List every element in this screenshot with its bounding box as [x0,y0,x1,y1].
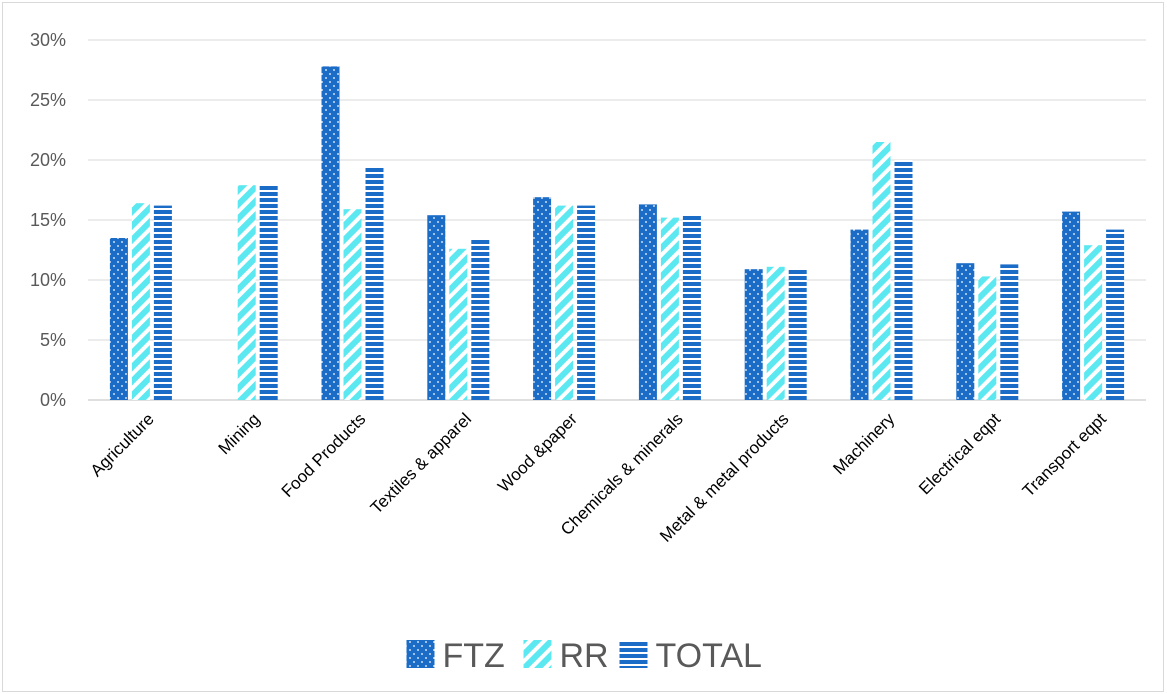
bar-total-1 [259,185,278,400]
bar-total-0 [153,205,172,400]
legend-swatch-rr [523,640,552,668]
bar-ftz-8 [956,263,975,400]
x-category-label: Mining [215,409,264,458]
bar-total-2 [365,166,384,400]
bar-rr-7 [872,142,891,400]
legend: FTZ RR TOTAL [406,637,762,675]
y-tick-label: 20% [30,150,66,170]
legend-label-ftz: FTZ [443,637,505,675]
bar-ftz-4 [533,197,552,400]
y-tick-label: 10% [30,270,66,290]
legend-swatch-total [619,640,648,668]
bar-ftz-6 [744,269,763,400]
x-category-label: Transport eqpt [1019,409,1110,500]
y-tick-label: 25% [30,90,66,110]
x-category-label: Agriculture [87,409,158,480]
legend-label-rr: RR [560,637,609,675]
bar-total-5 [682,214,701,400]
bar-rr-9 [1084,245,1103,400]
x-category-label: Textiles & apparel [367,409,475,517]
legend-label-total: TOTAL [656,637,762,675]
bar-ftz-5 [638,204,657,400]
bar-rr-0 [131,203,150,400]
bar-ftz-0 [109,238,128,400]
bar-rr-2 [343,209,362,400]
bar-ftz-9 [1062,211,1081,400]
bar-ftz-3 [427,215,446,400]
bar-total-8 [1000,264,1019,400]
bar-rr-1 [237,185,256,400]
bar-rr-8 [978,276,997,400]
legend-swatch-ftz [406,640,435,668]
bar-total-6 [788,269,807,400]
x-category-label: Food Products [278,409,370,501]
bar-total-4 [577,205,596,400]
bar-rr-5 [660,217,679,400]
bar-rr-3 [449,248,468,400]
bar-ftz-7 [850,229,869,400]
bar-total-3 [471,238,490,400]
bar-rr-4 [555,205,574,400]
x-category-label: Chemicals & minerals [557,409,687,539]
x-category-label: Wood &paper [494,409,581,496]
y-tick-label: 15% [30,210,66,230]
bars [109,66,1125,401]
bar-total-9 [1106,229,1125,400]
bar-ftz-2 [321,66,340,401]
x-category-label: Machinery [829,409,898,478]
y-tick-label: 0% [40,390,66,410]
y-tick-label: 5% [40,330,66,350]
bar-rr-6 [766,266,785,400]
bar-total-7 [894,160,913,400]
y-tick-label: 30% [30,30,66,50]
y-axis-ticks: 0% 5% 10% 15% 20% 25% 30% [30,30,66,410]
x-category-label: Electrical eqpt [915,409,1004,498]
